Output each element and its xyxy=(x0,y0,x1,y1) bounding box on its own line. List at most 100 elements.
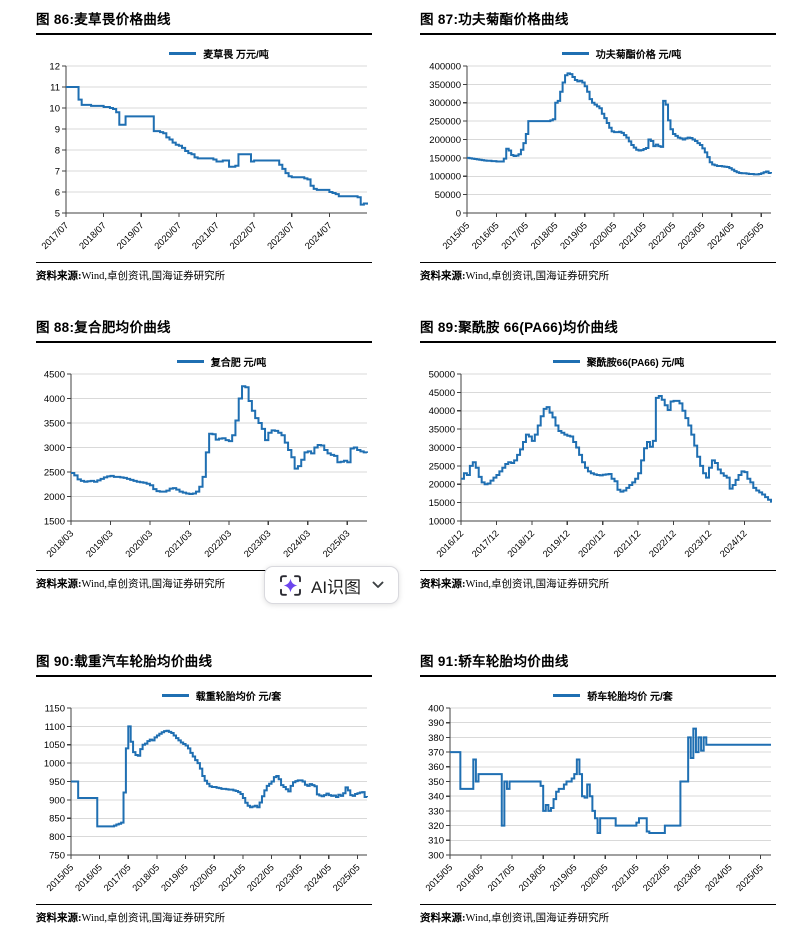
x-tick-label: 2018/05 xyxy=(529,220,560,251)
y-tick-label: 4500 xyxy=(44,369,65,380)
chart-legend: 麦草畏 万元/吨 xyxy=(36,47,372,61)
x-tick-label: 2015/05 xyxy=(424,862,455,893)
x-tick-label: 2024/03 xyxy=(281,528,312,559)
x-tick-label: 2019/05 xyxy=(548,862,579,893)
ai-image-recognition-button[interactable]: AI识图 xyxy=(264,566,400,604)
x-tick-label: 2018/05 xyxy=(131,862,162,893)
x-tick-label: 2024/07 xyxy=(303,220,334,251)
legend-line-swatch xyxy=(161,694,189,697)
figure-title: 图 90:载重汽车轮胎均价曲线 xyxy=(36,650,372,677)
y-tick-label: 6 xyxy=(55,187,60,198)
source-prefix: 资料来源: xyxy=(420,271,466,282)
x-tick-label: 2022/12 xyxy=(647,528,678,559)
x-tick-label: 2021/07 xyxy=(190,220,221,251)
x-tick-label: 2019/12 xyxy=(541,528,572,559)
legend-label: 功夫菊酯价格 元/吨 xyxy=(595,50,682,61)
source-text: Wind,卓创资讯,国海证券研究所 xyxy=(81,271,226,282)
x-tick-label: 2016/05 xyxy=(470,220,501,251)
x-tick-label: 2022/05 xyxy=(245,862,276,893)
y-tick-label: 370 xyxy=(428,748,444,759)
x-tick-label: 2020/05 xyxy=(188,862,219,893)
y-tick-label: 15000 xyxy=(429,498,455,509)
x-tick-label: 2019/05 xyxy=(558,220,589,251)
legend-label: 载重轮胎均价 元/套 xyxy=(195,692,282,703)
y-tick-label: 310 xyxy=(428,836,444,847)
figure-title: 图 89:聚酰胺 66(PA66)均价曲线 xyxy=(420,316,776,343)
source-line: 资料来源:Wind,卓创资讯,国海证券研究所 xyxy=(420,570,776,591)
x-tick-label: 2018/03 xyxy=(45,528,76,559)
y-tick-label: 45000 xyxy=(429,388,455,399)
chart-legend: 复合肥 元/吨 xyxy=(36,355,372,369)
y-tick-label: 350 xyxy=(428,777,444,788)
x-tick-label: 2021/05 xyxy=(617,220,648,251)
y-tick-label: 340 xyxy=(428,792,444,803)
x-tick-label: 2025/05 xyxy=(734,862,765,893)
line-chart-fig-87: 0 50000 100000 150000 200000 250000 300000 3500… xyxy=(429,61,772,251)
x-tick-label: 2019/03 xyxy=(84,528,115,559)
y-tick-label: 300000 xyxy=(429,98,461,109)
legend-line-swatch xyxy=(561,52,589,55)
y-tick-label: 150000 xyxy=(429,153,461,164)
price-series-line xyxy=(71,385,368,496)
y-tick-label: 400000 xyxy=(429,61,461,72)
figure-title: 图 88:复合肥均价曲线 xyxy=(36,316,372,343)
x-tick-label: 2023/05 xyxy=(676,220,707,251)
y-tick-label: 380 xyxy=(428,733,444,744)
y-tick-label: 250000 xyxy=(429,117,461,128)
price-series-line xyxy=(71,725,368,828)
x-tick-label: 2023/05 xyxy=(274,862,305,893)
x-tick-label: 2018/05 xyxy=(517,862,548,893)
x-tick-label: 2018/12 xyxy=(505,528,536,559)
x-tick-label: 2020/03 xyxy=(124,528,155,559)
x-tick-label: 2017/05 xyxy=(102,862,133,893)
y-tick-label: 330 xyxy=(428,806,444,817)
y-tick-label: 800 xyxy=(49,832,65,843)
ai-button-label: AI识图 xyxy=(311,577,362,597)
source-line: 资料来源:Wind,卓创资讯,国海证券研究所 xyxy=(36,262,372,283)
x-tick-label: 2019/05 xyxy=(159,862,190,893)
source-prefix: 资料来源: xyxy=(420,579,466,590)
ai-scan-sparkle-icon xyxy=(280,574,301,596)
y-tick-label: 100000 xyxy=(429,172,461,183)
price-series-line xyxy=(461,395,772,503)
x-tick-label: 2016/05 xyxy=(73,862,104,893)
x-tick-label: 2022/05 xyxy=(647,220,678,251)
chevron-down-icon xyxy=(372,581,384,589)
x-tick-label: 2016/05 xyxy=(455,862,486,893)
price-series-line xyxy=(66,86,368,206)
x-tick-label: 2020/05 xyxy=(579,862,610,893)
x-tick-label: 2025/05 xyxy=(735,220,766,251)
y-tick-label: 20000 xyxy=(429,480,455,491)
y-tick-label: 1100 xyxy=(45,722,65,733)
legend-label: 复合肥 元/吨 xyxy=(210,358,267,369)
legend-line-swatch xyxy=(552,360,580,363)
x-tick-label: 2020/05 xyxy=(588,220,619,251)
y-tick-label: 0 xyxy=(456,208,461,219)
legend-label: 轿车轮胎均价 元/套 xyxy=(587,692,673,703)
x-tick-label: 2023/05 xyxy=(672,862,703,893)
x-tick-label: 2022/03 xyxy=(202,528,233,559)
y-tick-label: 850 xyxy=(49,814,65,825)
y-tick-label: 4000 xyxy=(44,394,65,405)
y-tick-label: 30000 xyxy=(429,443,455,454)
x-tick-label: 2016/12 xyxy=(435,528,466,559)
y-tick-label: 9 xyxy=(55,124,60,135)
x-tick-label: 2017/07 xyxy=(40,220,71,251)
line-chart-fig-91: 300 310 320 330 340 350 360 370 380 390 400 2015/05… xyxy=(424,703,771,893)
y-tick-label: 50000 xyxy=(435,190,461,201)
x-tick-label: 2021/05 xyxy=(610,862,641,893)
y-tick-label: 1500 xyxy=(44,516,65,527)
y-tick-label: 1050 xyxy=(44,740,65,751)
line-chart-fig-89: 10000 15000 20000 25000 30000 35000 40000 45000… xyxy=(429,369,772,559)
y-tick-label: 950 xyxy=(49,777,65,788)
y-tick-label: 2500 xyxy=(44,467,65,478)
y-tick-label: 750 xyxy=(49,850,65,861)
y-tick-label: 1000 xyxy=(44,759,65,770)
y-tick-label: 350000 xyxy=(429,80,461,91)
x-tick-label: 2020/07 xyxy=(152,220,183,251)
legend-label: 聚酰胺66(PA66) 元/吨 xyxy=(586,358,685,369)
legend-line-swatch xyxy=(176,360,204,363)
x-tick-label: 2025/05 xyxy=(331,862,362,893)
legend-label: 麦草畏 万元/吨 xyxy=(203,50,269,61)
y-tick-label: 50000 xyxy=(429,369,455,380)
